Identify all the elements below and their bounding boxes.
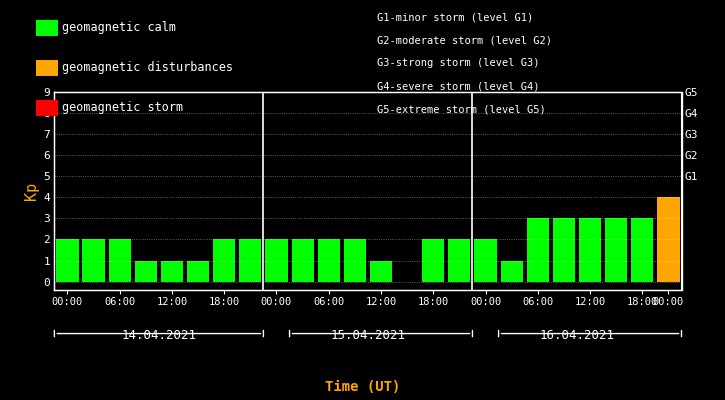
Text: geomagnetic storm: geomagnetic storm — [62, 102, 183, 114]
Bar — [552, 218, 575, 282]
Bar — [500, 260, 523, 282]
Bar — [370, 260, 392, 282]
Bar — [83, 240, 104, 282]
Bar — [474, 240, 497, 282]
Bar — [291, 240, 314, 282]
Bar — [448, 240, 471, 282]
Bar — [109, 240, 130, 282]
Y-axis label: Kp: Kp — [25, 182, 39, 200]
Bar — [135, 260, 157, 282]
Bar — [57, 240, 78, 282]
Bar — [631, 218, 653, 282]
Bar — [161, 260, 183, 282]
Text: 16.04.2021: 16.04.2021 — [539, 329, 615, 342]
Text: G1-minor storm (level G1): G1-minor storm (level G1) — [377, 12, 534, 22]
Text: G5-extreme storm (level G5): G5-extreme storm (level G5) — [377, 105, 546, 115]
Text: Time (UT): Time (UT) — [325, 380, 400, 394]
Bar — [605, 218, 627, 282]
Text: 14.04.2021: 14.04.2021 — [121, 329, 196, 342]
Bar — [213, 240, 236, 282]
Bar — [187, 260, 210, 282]
Bar — [318, 240, 340, 282]
Bar — [422, 240, 444, 282]
Bar — [265, 240, 288, 282]
Bar — [526, 218, 549, 282]
Text: G2-moderate storm (level G2): G2-moderate storm (level G2) — [377, 35, 552, 45]
Text: G4-severe storm (level G4): G4-severe storm (level G4) — [377, 82, 539, 92]
Bar — [344, 240, 366, 282]
Text: geomagnetic calm: geomagnetic calm — [62, 22, 176, 34]
Bar — [239, 240, 262, 282]
Text: G3-strong storm (level G3): G3-strong storm (level G3) — [377, 58, 539, 68]
Bar — [579, 218, 601, 282]
Bar — [658, 197, 679, 282]
Text: geomagnetic disturbances: geomagnetic disturbances — [62, 62, 233, 74]
Text: 15.04.2021: 15.04.2021 — [331, 329, 405, 342]
